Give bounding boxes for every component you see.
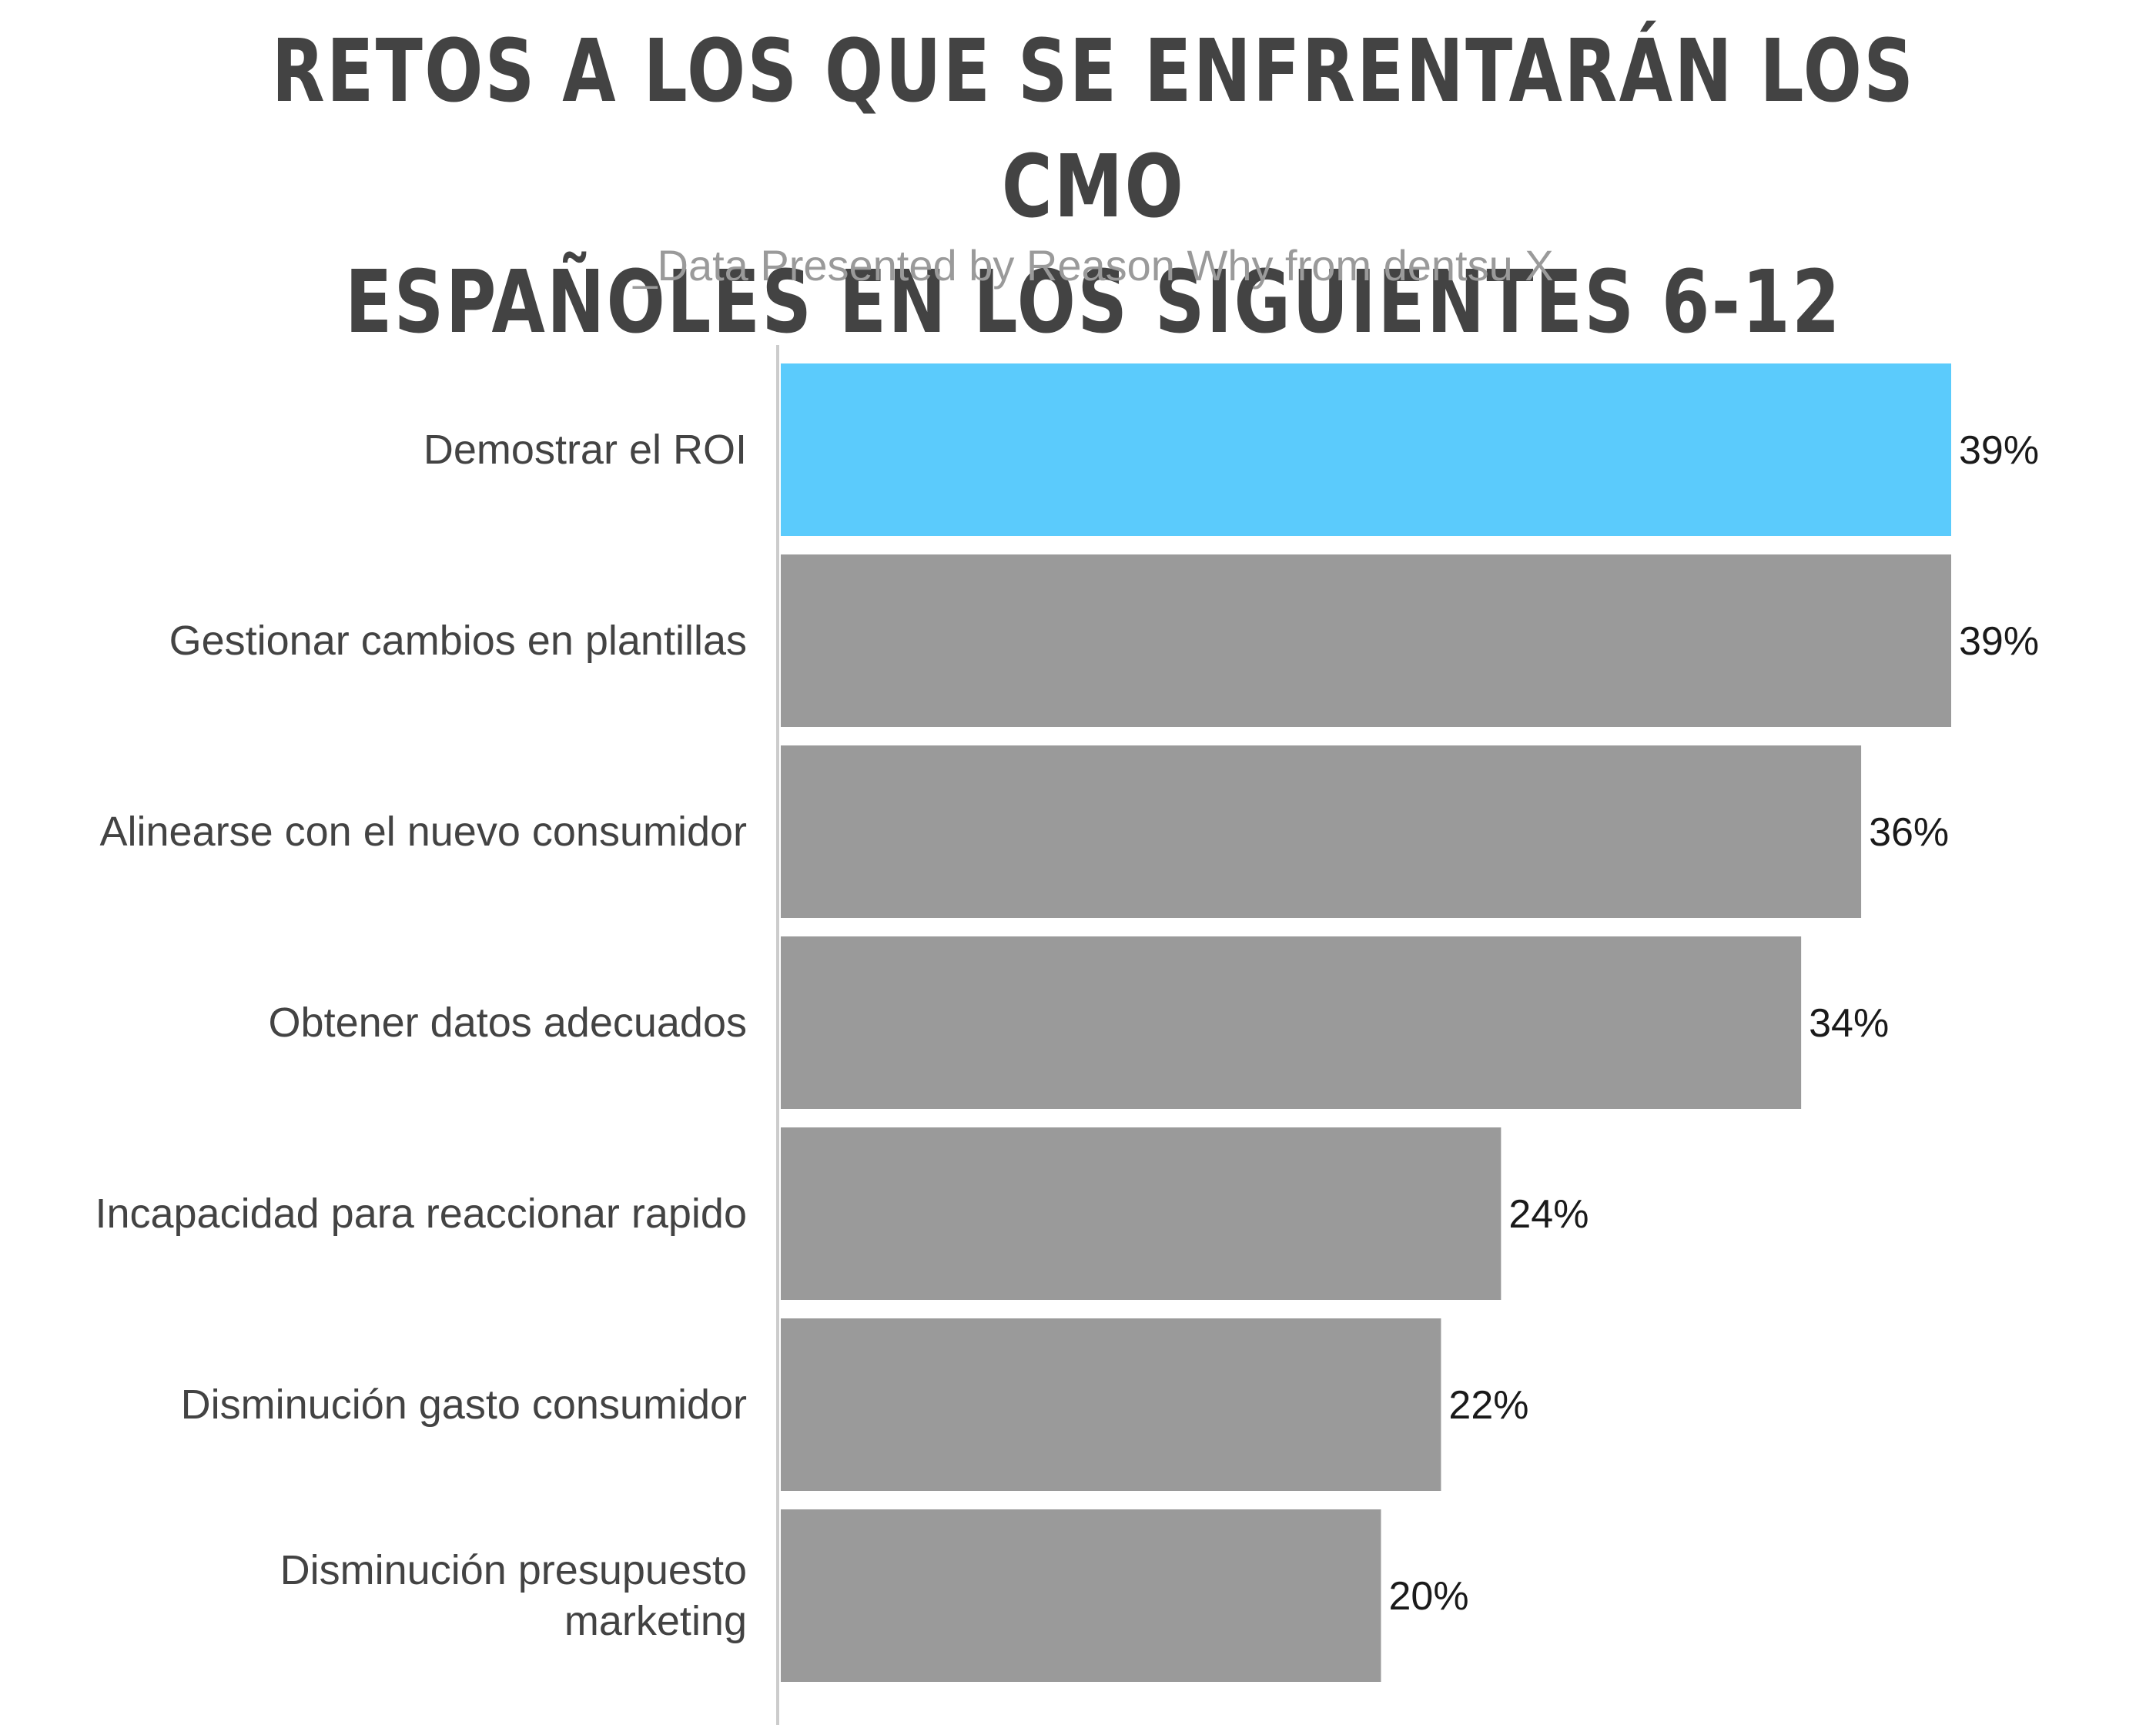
bar-5 (781, 1318, 1441, 1491)
value-label-3: 34% (1809, 1001, 1889, 1046)
category-label-line: Disminución gasto consumidor (181, 1382, 747, 1428)
category-label-1: Gestionar cambios en plantillas (169, 618, 747, 664)
category-label-line: Demostrar el ROI (424, 427, 747, 473)
category-label-line: Disminución presupuesto (280, 1547, 747, 1593)
category-label-line: Alinearse con el nuevo consumidor (100, 809, 747, 855)
category-label-3: Obtener datos adecuados (269, 1000, 747, 1046)
bar-3 (781, 936, 1802, 1109)
category-label-6: Disminución presupuesto marketing (280, 1547, 747, 1644)
category-label-line: Obtener datos adecuados (269, 1000, 747, 1046)
category-label-line: Incapacidad para reaccionar rapido (95, 1191, 747, 1237)
chart-subtitle: _Data Presented by Reason Why from dents… (633, 241, 1554, 290)
bar-2 (781, 745, 1862, 918)
bar-0 (781, 363, 1951, 536)
category-label-0: Demostrar el ROI (424, 427, 747, 473)
category-label-line: marketing (564, 1598, 747, 1644)
chart-title-line1: RETOS A LOS QUE SE ENFRENTARÁN LOS CMO (271, 22, 1916, 237)
bar-1 (781, 554, 1951, 727)
bar-6 (781, 1509, 1381, 1682)
bar-4 (781, 1127, 1502, 1300)
value-label-4: 24% (1508, 1192, 1589, 1237)
category-label-line: Gestionar cambios en plantillas (169, 618, 747, 664)
value-label-5: 22% (1448, 1383, 1528, 1428)
value-label-1: 39% (1959, 619, 2039, 664)
category-label-4: Incapacidad para reaccionar rapido (95, 1191, 747, 1237)
value-label-0: 39% (1959, 428, 2039, 473)
value-label-2: 36% (1869, 810, 1949, 855)
category-label-5: Disminución gasto consumidor (181, 1382, 747, 1428)
category-label-2: Alinearse con el nuevo consumidor (100, 809, 747, 855)
value-label-6: 20% (1388, 1574, 1468, 1619)
